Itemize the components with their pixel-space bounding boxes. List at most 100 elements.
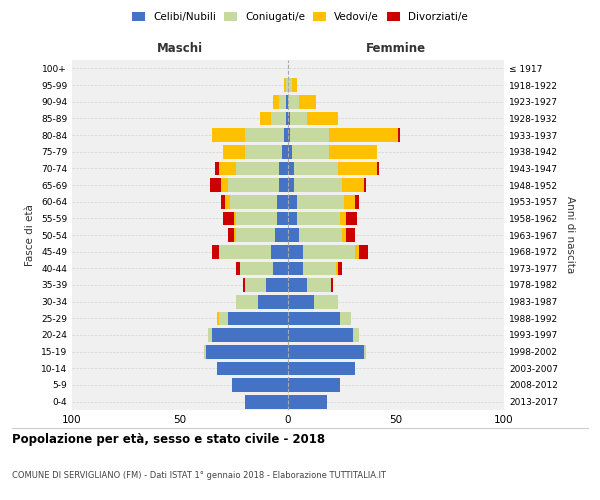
Bar [344,195,355,208]
Bar [288,228,299,242]
Bar [280,95,286,108]
Bar [355,195,359,208]
Bar [288,295,314,308]
Text: COMUNE DI SERVIGLIANO (FM) - Dati ISTAT 1° gennaio 2018 - Elaborazione TUTTITALI: COMUNE DI SERVIGLIANO (FM) - Dati ISTAT … [12,470,386,480]
Bar [275,228,288,242]
Bar [215,162,219,175]
Bar [292,78,296,92]
Bar [288,378,340,392]
Text: Maschi: Maschi [157,42,203,55]
Bar [234,228,236,242]
Bar [292,145,329,158]
Bar [288,362,355,375]
Bar [242,278,245,292]
Bar [227,228,234,242]
Bar [234,212,236,225]
Bar [226,195,230,208]
Bar [338,262,342,275]
Bar [284,128,288,142]
Bar [260,112,271,125]
Bar [359,245,368,258]
Legend: Celibi/Nubili, Coniugati/e, Vedovi/e, Divorziati/e: Celibi/Nubili, Coniugati/e, Vedovi/e, Di… [128,8,472,26]
Bar [217,362,288,375]
Bar [284,78,286,92]
Bar [281,145,288,158]
Bar [288,278,307,292]
Bar [210,178,221,192]
Bar [221,178,227,192]
Bar [286,112,288,125]
Bar [288,195,296,208]
Bar [364,345,366,358]
Bar [377,162,379,175]
Bar [245,278,266,292]
Bar [364,178,366,192]
Bar [288,78,292,92]
Bar [219,312,227,325]
Bar [258,295,288,308]
Bar [346,212,357,225]
Bar [245,145,281,158]
Bar [206,345,288,358]
Bar [212,128,245,142]
Bar [295,178,342,192]
Y-axis label: Anni di nascita: Anni di nascita [565,196,575,274]
Bar [219,162,236,175]
Bar [340,312,350,325]
Bar [277,212,288,225]
Bar [236,228,275,242]
Bar [266,278,288,292]
Bar [335,262,338,275]
Bar [329,145,377,158]
Bar [241,262,273,275]
Bar [204,345,206,358]
Bar [288,95,299,108]
Bar [288,178,295,192]
Bar [288,262,303,275]
Bar [217,312,219,325]
Bar [296,195,344,208]
Bar [277,195,288,208]
Bar [273,262,288,275]
Bar [236,262,241,275]
Y-axis label: Fasce di età: Fasce di età [25,204,35,266]
Bar [227,312,288,325]
Bar [288,395,327,408]
Bar [212,245,219,258]
Bar [236,212,277,225]
Bar [288,212,296,225]
Bar [271,112,286,125]
Bar [223,145,245,158]
Bar [303,262,335,275]
Bar [288,312,340,325]
Bar [288,112,290,125]
Bar [230,195,277,208]
Bar [299,228,342,242]
Bar [227,178,280,192]
Bar [307,112,338,125]
Bar [212,328,288,342]
Bar [288,245,303,258]
Bar [296,212,340,225]
Bar [303,245,355,258]
Bar [232,378,288,392]
Bar [290,112,307,125]
Bar [338,162,377,175]
Bar [280,178,288,192]
Bar [236,295,258,308]
Bar [288,145,292,158]
Bar [245,128,284,142]
Bar [314,295,338,308]
Bar [329,128,398,142]
Bar [286,78,288,92]
Bar [219,245,271,258]
Bar [286,95,288,108]
Bar [245,395,288,408]
Bar [290,128,329,142]
Bar [288,128,290,142]
Bar [340,212,346,225]
Bar [223,212,234,225]
Bar [353,328,359,342]
Bar [295,162,338,175]
Bar [346,228,355,242]
